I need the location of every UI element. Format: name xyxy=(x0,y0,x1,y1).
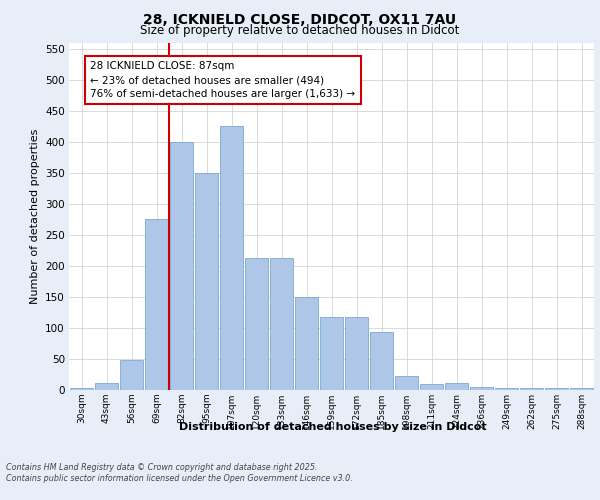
Text: 28 ICKNIELD CLOSE: 87sqm
← 23% of detached houses are smaller (494)
76% of semi-: 28 ICKNIELD CLOSE: 87sqm ← 23% of detach… xyxy=(90,61,355,99)
Bar xyxy=(395,376,418,390)
Bar xyxy=(445,382,468,390)
Bar xyxy=(570,388,593,390)
Bar xyxy=(95,382,118,390)
Text: Contains public sector information licensed under the Open Government Licence v3: Contains public sector information licen… xyxy=(6,474,353,483)
Bar xyxy=(145,220,168,390)
Bar xyxy=(495,388,518,390)
Bar xyxy=(470,387,493,390)
Bar xyxy=(345,317,368,390)
Bar xyxy=(370,332,393,390)
Bar xyxy=(245,258,268,390)
Text: Contains HM Land Registry data © Crown copyright and database right 2025.: Contains HM Land Registry data © Crown c… xyxy=(6,462,317,471)
Y-axis label: Number of detached properties: Number of detached properties xyxy=(29,128,40,304)
Bar xyxy=(220,126,243,390)
Bar xyxy=(320,317,343,390)
Bar xyxy=(420,384,443,390)
Bar xyxy=(520,388,543,390)
Bar xyxy=(270,258,293,390)
Bar xyxy=(545,388,568,390)
Bar xyxy=(120,360,143,390)
Text: Distribution of detached houses by size in Didcot: Distribution of detached houses by size … xyxy=(179,422,487,432)
Text: 28, ICKNIELD CLOSE, DIDCOT, OX11 7AU: 28, ICKNIELD CLOSE, DIDCOT, OX11 7AU xyxy=(143,12,457,26)
Text: Size of property relative to detached houses in Didcot: Size of property relative to detached ho… xyxy=(140,24,460,37)
Bar xyxy=(195,173,218,390)
Bar xyxy=(295,297,318,390)
Bar xyxy=(170,142,193,390)
Bar xyxy=(70,388,93,390)
